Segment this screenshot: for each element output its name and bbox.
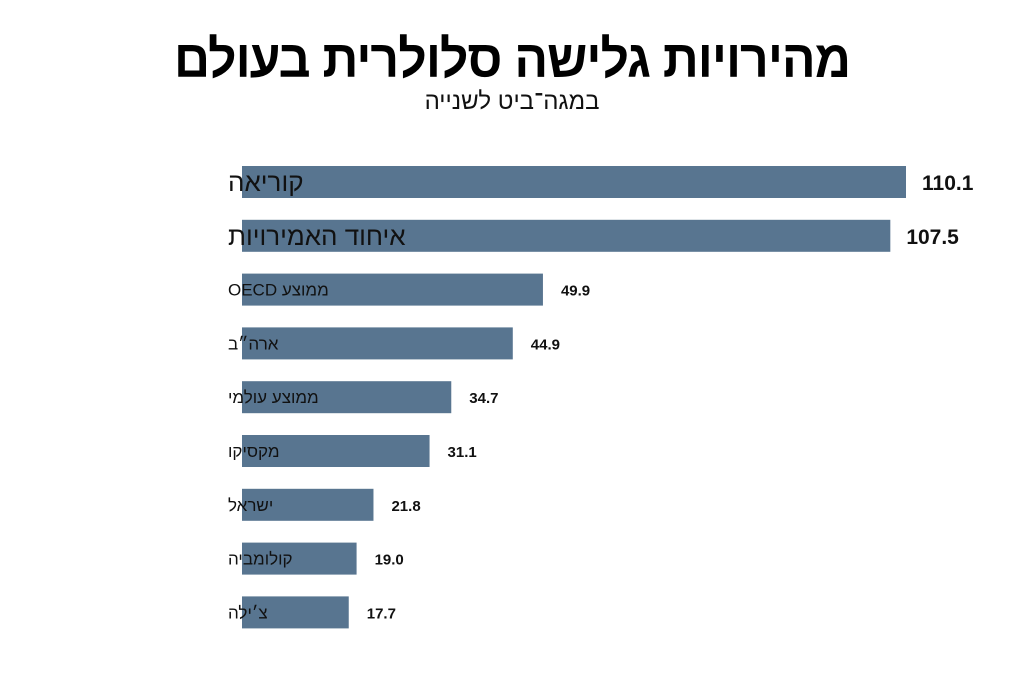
category-label: ממוצע OECD — [228, 281, 329, 300]
category-label: קולומביה — [228, 550, 293, 569]
category-label: קוריאה — [228, 167, 304, 197]
category-label: איחוד האמירויות — [228, 221, 406, 251]
value-label: 19.0 — [375, 552, 404, 569]
bar — [242, 488, 374, 521]
value-label: 21.8 — [391, 498, 420, 515]
category-label: מקסיקו — [228, 442, 280, 461]
category-label: ממוצע עולמי — [228, 388, 319, 407]
bar — [242, 381, 452, 414]
value-label: 44.9 — [531, 336, 560, 353]
category-label: צ׳ילה — [228, 603, 268, 622]
category-label: ישראל — [228, 496, 273, 515]
bar — [242, 435, 430, 467]
value-label: 107.5 — [906, 226, 959, 249]
value-label: 17.7 — [367, 605, 396, 622]
category-label: ארה״ב — [228, 334, 279, 353]
bar — [242, 219, 891, 252]
value-label: 31.1 — [448, 444, 477, 461]
bar — [242, 596, 349, 629]
bar — [242, 542, 357, 575]
chart-subtitle: במגה־ביט לשנייה — [424, 88, 600, 115]
bar — [242, 166, 906, 198]
value-label: 110.1 — [922, 172, 974, 195]
bar — [242, 273, 543, 306]
chart-title: מהירויות גלישה סלולרית בעולם — [173, 29, 851, 89]
value-label: 49.9 — [561, 283, 590, 300]
bar — [242, 327, 513, 360]
value-label: 34.7 — [469, 390, 498, 407]
